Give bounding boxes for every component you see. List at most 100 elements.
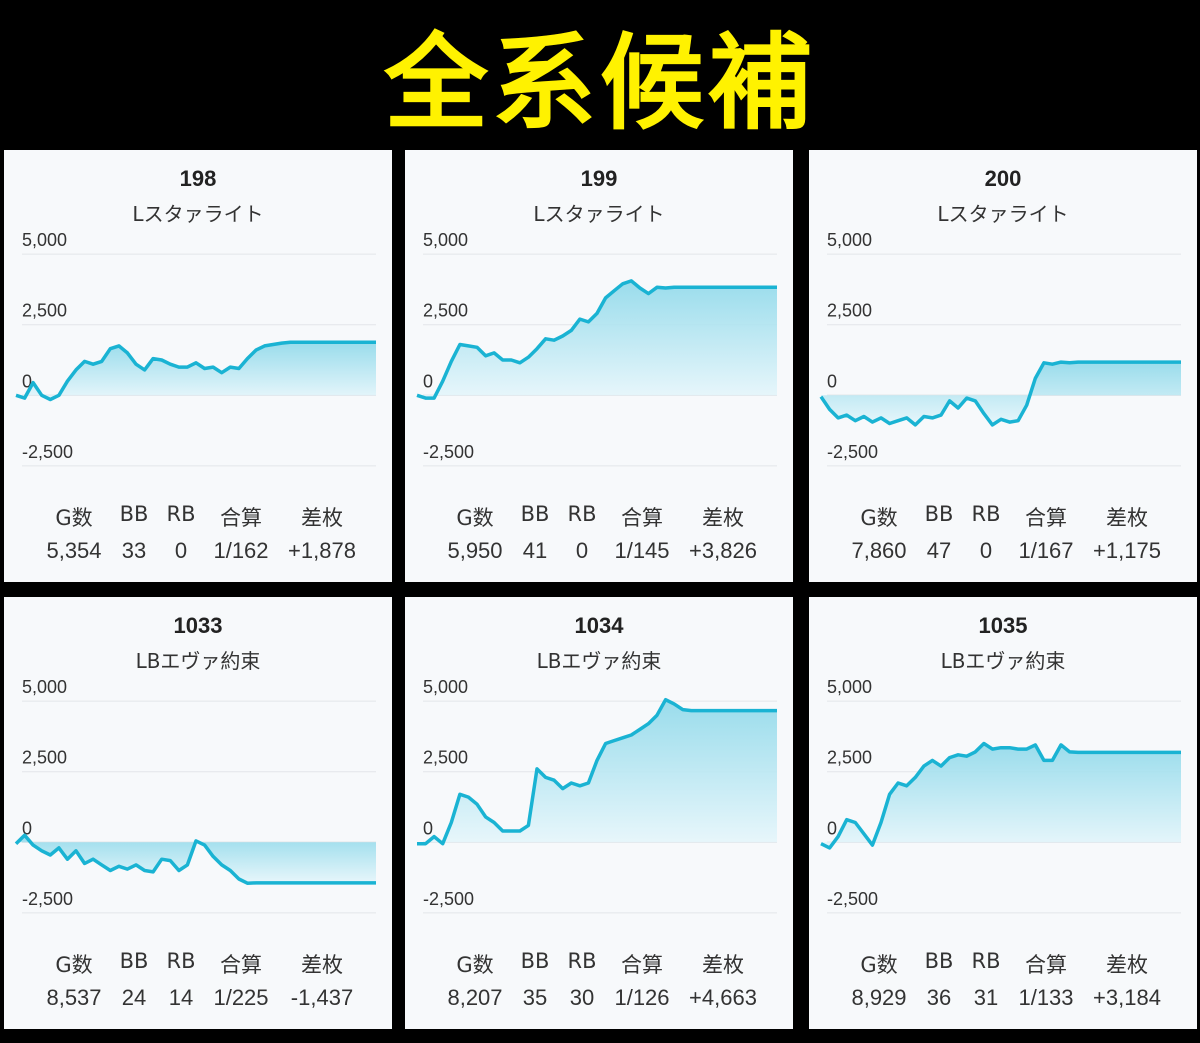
machine-name: LBエヴァ約束 bbox=[940, 649, 1066, 673]
stat-value: 0 bbox=[575, 538, 589, 563]
machine-name: Lスタァライト bbox=[533, 202, 665, 226]
series-line bbox=[417, 697, 777, 846]
stat-value: +1,878 bbox=[288, 538, 356, 563]
y-tick-label: -2,500 bbox=[22, 889, 73, 909]
stat-value: 1/126 bbox=[614, 985, 670, 1010]
stat-label: RB bbox=[567, 502, 597, 526]
y-tick-label: 5,000 bbox=[827, 677, 872, 697]
y-tick-label: -2,500 bbox=[22, 442, 73, 462]
stat-value: 8,537 bbox=[46, 985, 102, 1010]
slump-chart: 5,000 2,500 0 -2,500 bbox=[14, 677, 376, 914]
slump-chart: 5,000 2,500 0 -2,500 bbox=[416, 230, 777, 467]
series-line bbox=[820, 741, 1181, 850]
stat-label: 差枚 bbox=[702, 953, 744, 977]
machine-number: 1035 bbox=[978, 613, 1028, 638]
banner: 全系候補 bbox=[0, 0, 1200, 149]
y-tick-label: 2,500 bbox=[423, 301, 468, 321]
stat-label: BB bbox=[119, 502, 149, 526]
stat-label: 合算 bbox=[1025, 953, 1067, 977]
stat-label: 合算 bbox=[1025, 506, 1067, 530]
machine-name: LBエヴァ約束 bbox=[135, 649, 261, 673]
stat-value: 1/133 bbox=[1018, 985, 1074, 1010]
machine-number: 1034 bbox=[574, 613, 624, 638]
stat-value: 30 bbox=[569, 985, 595, 1010]
stat-value: 47 bbox=[926, 538, 952, 563]
stat-value: -1,437 bbox=[290, 985, 354, 1010]
stat-value: 5,354 bbox=[46, 538, 102, 563]
series-area bbox=[16, 342, 376, 400]
stat-value: 33 bbox=[121, 538, 147, 563]
stat-label: BB bbox=[924, 502, 954, 526]
series-area bbox=[821, 743, 1181, 848]
y-tick-label: 5,000 bbox=[22, 677, 67, 697]
series-area bbox=[16, 835, 376, 884]
y-tick-label: 0 bbox=[827, 371, 837, 391]
series-line bbox=[819, 360, 1181, 427]
series-area bbox=[417, 699, 777, 844]
stat-label: 差枚 bbox=[1106, 506, 1148, 530]
stat-value: +1,175 bbox=[1093, 538, 1161, 563]
stat-value: 1/225 bbox=[213, 985, 269, 1010]
machine-name: Lスタァライト bbox=[132, 202, 264, 226]
stat-value: 0 bbox=[979, 538, 993, 563]
banner-title: 全系候補 bbox=[379, 17, 817, 149]
stat-label: G数 bbox=[55, 953, 93, 977]
y-tick-label: 0 bbox=[22, 818, 32, 838]
y-tick-label: 0 bbox=[827, 818, 837, 838]
stat-label: 合算 bbox=[621, 506, 663, 530]
machine-number: 198 bbox=[179, 166, 217, 191]
slump-chart: 5,000 2,500 0 -2,500 bbox=[819, 230, 1181, 467]
chart-panel-199: 199 Lスタァライト 5,000 2,500 0 -2,500 G数 5,950 BB 41 RB… bbox=[405, 150, 793, 582]
stat-label: 差枚 bbox=[1106, 953, 1148, 977]
series-area bbox=[821, 362, 1181, 425]
stat-value: +4,663 bbox=[689, 985, 757, 1010]
stat-value: 8,207 bbox=[447, 985, 503, 1010]
stat-value: 41 bbox=[522, 538, 548, 563]
y-tick-label: 5,000 bbox=[22, 230, 67, 250]
series-line bbox=[14, 833, 376, 885]
y-tick-label: -2,500 bbox=[827, 889, 878, 909]
y-tick-label: 2,500 bbox=[827, 301, 872, 321]
slump-chart: 5,000 2,500 0 -2,500 bbox=[820, 677, 1181, 914]
y-tick-label: -2,500 bbox=[423, 442, 474, 462]
stat-label: RB bbox=[971, 949, 1001, 973]
stat-value: +3,826 bbox=[689, 538, 757, 563]
stat-value: 8,929 bbox=[851, 985, 907, 1010]
stat-value: 7,860 bbox=[851, 538, 907, 563]
stat-value: 31 bbox=[973, 985, 999, 1010]
stats-table: G数 7,860 BB 47 RB 0 合算 1/167 差枚 +1,175 bbox=[809, 502, 1197, 582]
stat-value: 1/162 bbox=[213, 538, 269, 563]
y-tick-label: 2,500 bbox=[827, 748, 872, 768]
stat-label: RB bbox=[971, 502, 1001, 526]
stat-value: 0 bbox=[174, 538, 188, 563]
stat-value: +3,184 bbox=[1093, 985, 1161, 1010]
stat-label: G数 bbox=[55, 506, 93, 530]
stat-label: BB bbox=[924, 949, 954, 973]
machine-number: 200 bbox=[984, 166, 1022, 191]
chart-panel-1035: 1035 LBエヴァ約束 5,000 2,500 0 -2,500 G数 8,929 BB 36 R… bbox=[809, 597, 1197, 1029]
series-line bbox=[15, 340, 376, 402]
stat-label: 合算 bbox=[220, 506, 262, 530]
y-tick-label: 0 bbox=[423, 818, 433, 838]
chart-panel-200: 200 Lスタァライト 5,000 2,500 0 -2,500 G数 7,860 BB 47 RB… bbox=[809, 150, 1197, 582]
stat-label: BB bbox=[520, 949, 550, 973]
stat-label: 差枚 bbox=[702, 506, 744, 530]
stats-table: G数 5,950 BB 41 RB 0 合算 1/145 差枚 +3,826 bbox=[405, 502, 793, 582]
slump-chart: 5,000 2,500 0 -2,500 bbox=[15, 230, 376, 467]
chart-panel-1034: 1034 LBエヴァ約束 5,000 2,500 0 -2,500 G数 8,207 BB 35 R… bbox=[405, 597, 793, 1029]
y-tick-label: 2,500 bbox=[22, 301, 67, 321]
machine-name: LBエヴァ約束 bbox=[536, 649, 662, 673]
slump-chart: 5,000 2,500 0 -2,500 bbox=[417, 677, 777, 914]
chart-panel-198: 198 Lスタァライト 5,000 2,500 0 -2,500 G数 5,354 BB 33 RB… bbox=[4, 150, 392, 582]
y-tick-label: -2,500 bbox=[423, 889, 474, 909]
y-tick-label: 0 bbox=[423, 371, 433, 391]
stat-label: 合算 bbox=[621, 953, 663, 977]
y-tick-label: 5,000 bbox=[827, 230, 872, 250]
stats-table: G数 8,537 BB 24 RB 14 合算 1/225 差枚 -1,437 bbox=[4, 949, 392, 1029]
chart-panel-1033: 1033 LBエヴァ約束 5,000 2,500 0 -2,500 G数 8,537 BB 24 R… bbox=[4, 597, 392, 1029]
stats-table: G数 8,929 BB 36 RB 31 合算 1/133 差枚 +3,184 bbox=[809, 949, 1197, 1029]
machine-number: 199 bbox=[580, 166, 618, 191]
stat-label: G数 bbox=[456, 953, 494, 977]
y-tick-label: 2,500 bbox=[22, 748, 67, 768]
stat-label: BB bbox=[520, 502, 550, 526]
